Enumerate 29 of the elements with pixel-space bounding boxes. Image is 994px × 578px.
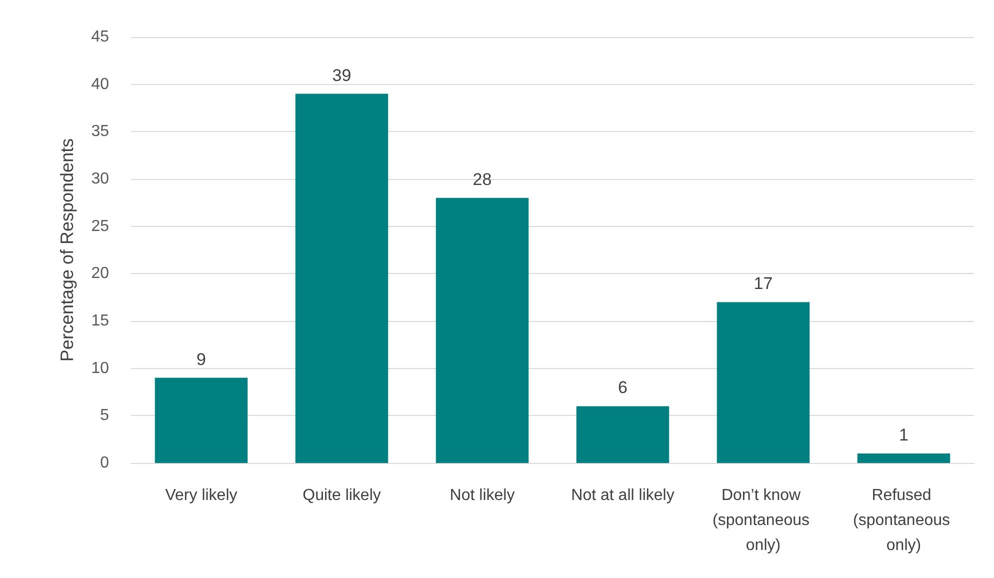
bar <box>857 454 950 463</box>
data-label: 17 <box>754 274 773 294</box>
y-tick-label: 35 <box>91 123 110 140</box>
x-tick-label: Don’t know (spontaneous only) <box>712 487 814 554</box>
x-tick-label: Very likely <box>165 487 238 504</box>
y-tick-label: 25 <box>91 218 110 235</box>
data-label: 6 <box>618 378 628 398</box>
data-label: 28 <box>472 170 492 189</box>
y-tick-label: 5 <box>100 407 110 424</box>
bar <box>576 406 670 463</box>
x-tick-label: Refused (spontaneous only) <box>853 487 954 554</box>
data-label: 9 <box>196 350 206 369</box>
y-tick-label: 40 <box>91 76 110 93</box>
data-label: 39 <box>332 66 352 85</box>
bar <box>436 198 529 463</box>
y-tick-label: 10 <box>91 360 110 377</box>
x-tick-label: Not at all likely <box>571 487 674 504</box>
bar <box>295 94 388 463</box>
y-tick-label: 45 <box>91 28 110 46</box>
y-tick-label: 15 <box>91 312 110 330</box>
bar <box>154 378 248 463</box>
data-label: 1 <box>899 426 908 445</box>
x-tick-label: Not likely <box>450 487 515 504</box>
y-tick-label: 20 <box>91 265 110 282</box>
y-axis-title: Percentage of Respondents <box>57 138 77 362</box>
x-tick-label: Quite likely <box>302 487 381 504</box>
y-tick-label: 0 <box>100 454 110 472</box>
bar <box>716 302 810 463</box>
y-tick-label: 30 <box>91 170 110 188</box>
